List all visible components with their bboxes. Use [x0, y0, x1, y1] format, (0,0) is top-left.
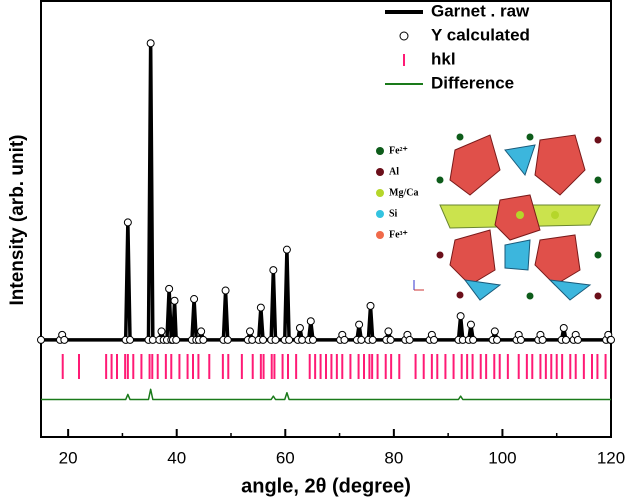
- x-tick-label: 80: [384, 448, 403, 467]
- calc-point: [146, 39, 155, 48]
- calc-point: [256, 303, 265, 312]
- calc-point: [386, 335, 395, 344]
- calc-point: [295, 324, 304, 332]
- series-line: [41, 388, 612, 401]
- calc-point: [259, 335, 268, 344]
- inset-structure: [413, 133, 602, 301]
- calc-point: [456, 312, 465, 321]
- y-axis-label: Intensity (arb. unit): [7, 135, 28, 306]
- calc-point: [607, 335, 615, 344]
- calc-point: [366, 301, 375, 310]
- calc-point: [126, 335, 135, 344]
- series-line: [41, 41, 613, 342]
- calc-point: [172, 335, 181, 344]
- calc-point: [357, 335, 366, 344]
- inset-label: Fe²⁺: [389, 145, 408, 156]
- calc-point: [148, 335, 157, 344]
- calc-point: [269, 266, 278, 275]
- calc-point: [306, 317, 315, 326]
- calc-point: [573, 335, 582, 344]
- calc-point: [561, 335, 570, 344]
- calc-point: [285, 335, 294, 344]
- inset-label: Fe³⁺: [389, 229, 408, 240]
- inset-label: Mg/Ca: [389, 187, 418, 198]
- calc-point: [223, 335, 232, 344]
- legend-label: Difference: [431, 73, 514, 92]
- x-tick-label: 20: [59, 448, 78, 467]
- calc-point: [199, 335, 208, 344]
- inset-legend: Fe²⁺ Al Mg/Ca Si Fe³⁺: [376, 145, 418, 240]
- calc-point: [165, 284, 174, 293]
- calc-point: [430, 335, 439, 344]
- calc-point: [248, 335, 257, 344]
- inset-label: Si: [389, 208, 398, 219]
- calc-point: [559, 324, 568, 332]
- calc-point: [197, 327, 206, 336]
- calc-point: [170, 296, 179, 305]
- calc-point: [37, 335, 45, 344]
- x-tick-label: 40: [167, 448, 186, 467]
- inset-swatch: [376, 147, 384, 155]
- calc-point: [157, 327, 166, 336]
- calc-point: [355, 320, 364, 329]
- legend-label: hkl: [431, 49, 456, 68]
- calc-point: [466, 320, 475, 329]
- calc-point: [469, 335, 478, 344]
- x-tick-label: 60: [276, 448, 295, 467]
- x-tick-label: 120: [597, 448, 625, 467]
- calc-point: [123, 218, 132, 227]
- calc-point: [282, 245, 291, 254]
- legend-label: Garnet . raw: [431, 1, 530, 20]
- inset-swatch: [376, 168, 384, 176]
- calc-point: [368, 335, 377, 344]
- calc-point: [490, 327, 499, 336]
- calc-point: [308, 335, 317, 344]
- inset-swatch: [376, 231, 384, 239]
- calc-point: [246, 327, 254, 336]
- calc-point: [60, 335, 69, 344]
- calc-point: [516, 335, 525, 344]
- calc-point: [221, 286, 230, 295]
- calc-point: [298, 335, 307, 344]
- calc-point: [384, 327, 393, 336]
- inset-label: Al: [389, 166, 399, 177]
- x-axis-label: angle, 2θ (degree): [241, 475, 411, 497]
- calc-point: [190, 295, 199, 304]
- calc-point: [271, 335, 280, 344]
- calc-point: [538, 335, 547, 344]
- calc-point: [405, 335, 414, 344]
- calc-point: [340, 335, 349, 344]
- inset-swatch: [376, 189, 384, 197]
- x-tick-label: 100: [488, 448, 516, 467]
- legend-swatch: [399, 31, 409, 41]
- inset-swatch: [376, 210, 384, 218]
- plot-frame: [40, 0, 612, 438]
- calc-point: [493, 335, 501, 344]
- legend-label: Y calculated: [431, 25, 530, 44]
